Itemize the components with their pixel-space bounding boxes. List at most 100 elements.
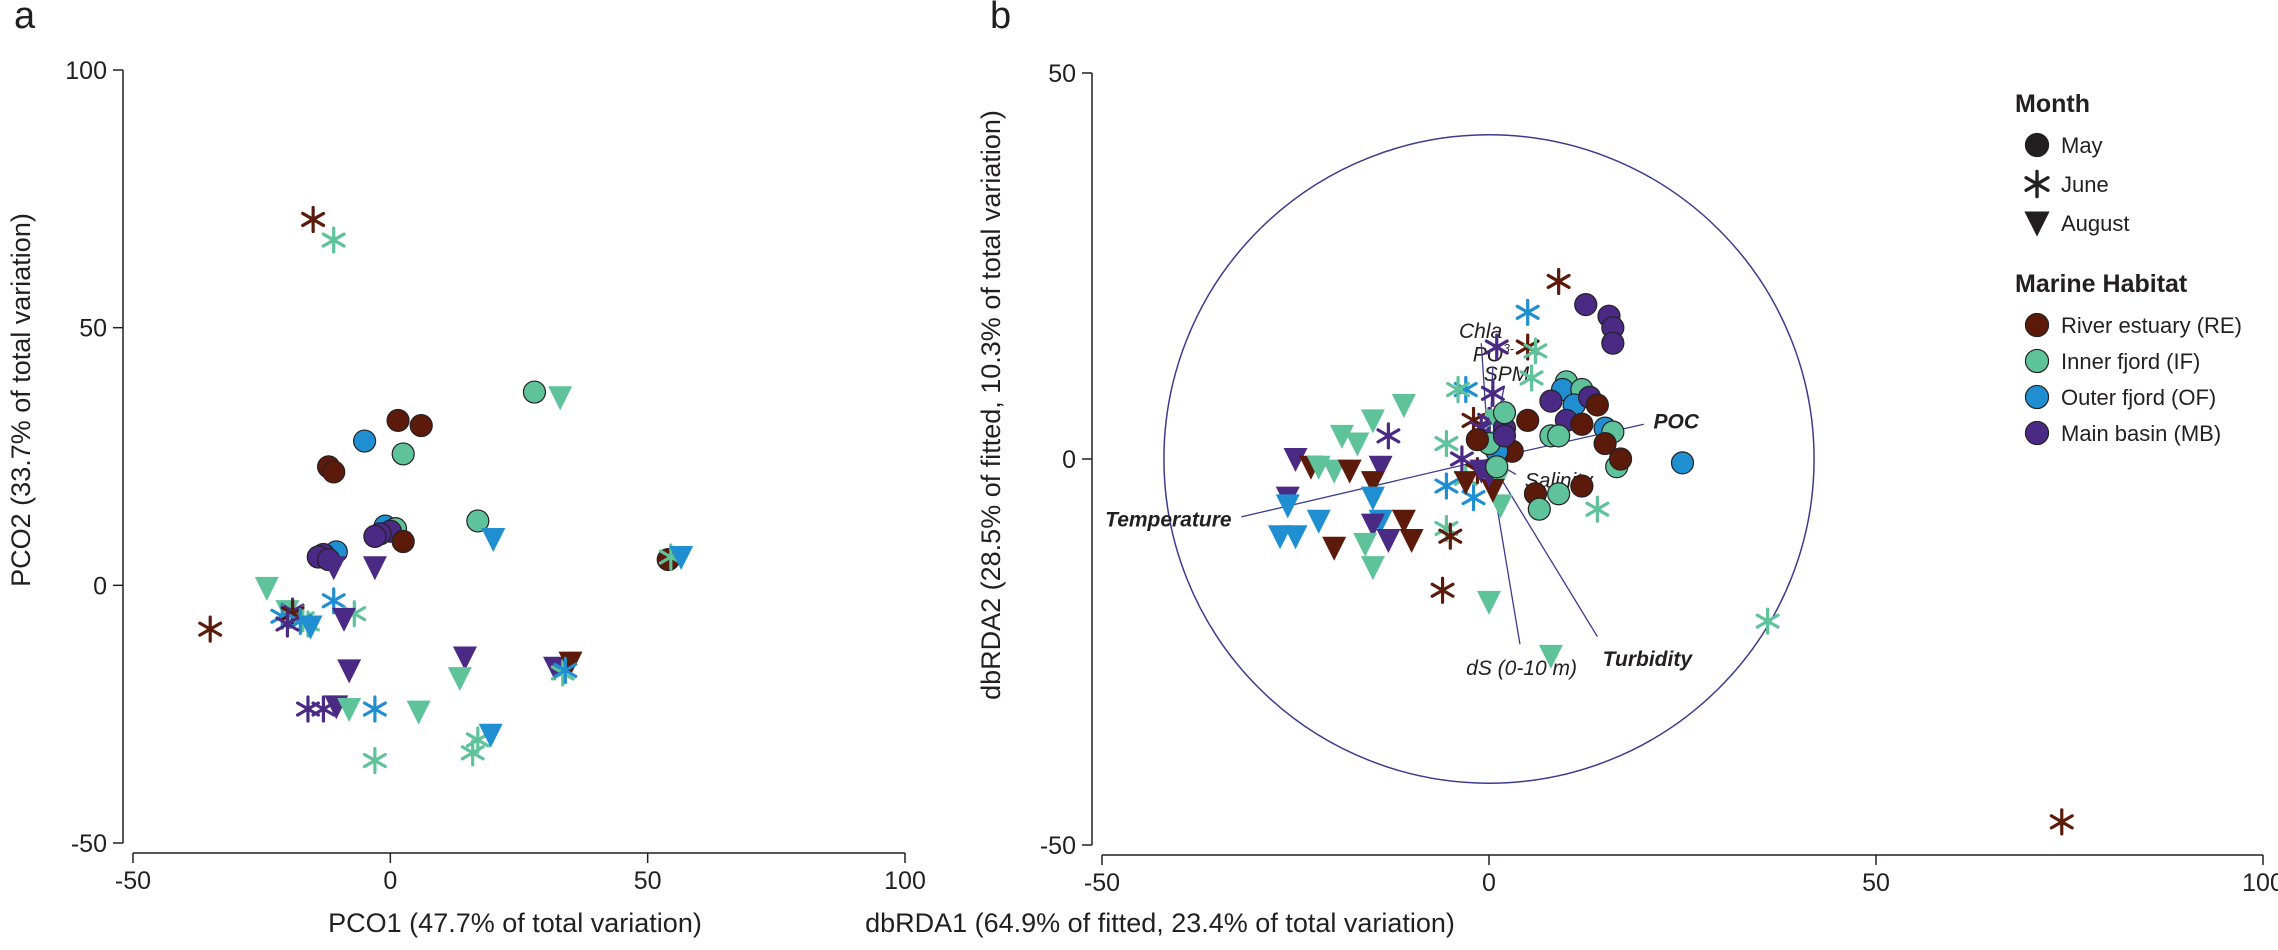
legend-habitat-marker: [2024, 384, 2050, 410]
panel-a-y-axis-title: PCO2 (33.7% of total variation): [6, 213, 36, 587]
data-point: [1360, 556, 1385, 581]
vector-label: Chla: [1459, 320, 1502, 343]
data-point: [362, 556, 387, 581]
data-point: [1539, 389, 1563, 413]
data-point: [391, 529, 415, 554]
data-point: [1585, 495, 1610, 523]
y-tick-label: 50: [1048, 60, 1076, 88]
data-point: [466, 509, 490, 533]
data-point: [391, 442, 415, 466]
data-point: [481, 527, 506, 552]
x-tick-label: 100: [2242, 869, 2278, 897]
data-point: [1527, 497, 1551, 521]
data-point: [1322, 536, 1347, 561]
data-point: [1484, 333, 1509, 361]
data-point: [1449, 445, 1474, 473]
data-point: [1477, 590, 1501, 615]
data-point: [1515, 298, 1540, 326]
legend-habitat-marker: [2024, 312, 2050, 338]
data-point: [1480, 379, 1505, 407]
panel-b-x-axis-title: dbRDA1 (64.9% of fitted, 23.4% of total …: [865, 908, 1455, 938]
panel-b-plot: -50 0 50 100 -50 0 50 Temperature Turbidity dS (…: [865, 60, 2278, 938]
vector-label: Temperature: [1105, 509, 1232, 532]
data-point: [1275, 494, 1300, 519]
legend-habitat-label: Inner fjord (IF): [2061, 349, 2200, 374]
y-tick-label: 0: [1062, 446, 1076, 474]
data-point: [1434, 514, 1459, 543]
data-point: [301, 205, 326, 234]
data-point: [1360, 409, 1385, 434]
data-point: [321, 226, 346, 254]
data-point: [1585, 393, 1609, 417]
data-point: [1516, 408, 1540, 432]
data-point: [1337, 459, 1362, 484]
data-point: [1608, 447, 1633, 471]
data-point: [1399, 529, 1424, 554]
data-point: [1546, 267, 1571, 296]
data-point: [1453, 471, 1478, 496]
legend-habitat-marker: [2024, 348, 2050, 374]
data-point: [1360, 513, 1385, 538]
data-point: [522, 380, 547, 404]
data-point: [447, 667, 472, 692]
y-tick-label: -50: [71, 830, 107, 858]
data-point: [1755, 607, 1780, 635]
data-point: [275, 610, 300, 638]
data-point: [1283, 525, 1308, 550]
data-point: [465, 726, 490, 754]
vector-label: dS (0-10 m): [1466, 657, 1577, 680]
data-point: [409, 413, 433, 438]
x-tick-label: 100: [884, 867, 926, 895]
x-tick-label: 50: [634, 867, 662, 895]
data-point: [1485, 455, 1509, 479]
data-point: [1329, 424, 1354, 449]
data-point: [362, 695, 387, 723]
data-point: [386, 408, 410, 433]
data-point: [1368, 455, 1393, 480]
y-tick-label: 0: [93, 572, 107, 600]
data-point: [1547, 424, 1571, 448]
data-point: [1670, 451, 1695, 475]
data-point: [1283, 448, 1308, 472]
data-point: [1519, 364, 1544, 392]
legend-habitat-label: Main basin (MB): [2061, 421, 2221, 446]
data-point: [460, 739, 485, 767]
legend-month-title: Month: [2015, 90, 2090, 118]
data-point: [1353, 532, 1378, 557]
legend-month-marker: [2024, 132, 2050, 158]
data-point: [1593, 431, 1617, 456]
data-point: [363, 524, 387, 548]
legend-habitat-marker: [2024, 420, 2050, 446]
legend-month-marker: [2024, 169, 2050, 199]
data-point: [1434, 429, 1459, 458]
data-point: [406, 700, 431, 725]
data-point: [1360, 471, 1385, 496]
data-point: [295, 695, 320, 723]
data-point: [1570, 412, 1594, 436]
y-tick-label: 50: [79, 315, 107, 343]
data-point: [1570, 474, 1594, 498]
data-point: [669, 545, 694, 570]
data-point: [1601, 331, 1625, 355]
legend-month-label: August: [2061, 211, 2130, 236]
x-tick-label: -50: [115, 867, 151, 895]
data-point: [1376, 422, 1401, 450]
data-point: [553, 656, 578, 684]
vector-label: POC: [1654, 411, 1700, 434]
data-point: [2049, 808, 2074, 836]
panel-b-points: [1268, 267, 2074, 836]
data-point: [478, 723, 503, 748]
data-point: [353, 429, 377, 453]
data-point: [1488, 494, 1513, 519]
panel-b-axes: -50 0 50 100 -50 0 50: [1040, 60, 2278, 897]
y-tick-label: 100: [65, 57, 107, 85]
legend-habitats: River estuary (RE) Inner fjord (IF) Outer …: [2024, 312, 2242, 446]
data-point: [1492, 424, 1517, 448]
correlation-circle-ring: [1163, 134, 1815, 784]
x-tick-label: -50: [1084, 869, 1120, 897]
data-point: [198, 615, 223, 643]
data-point: [452, 646, 477, 671]
data-point: [1465, 428, 1489, 452]
